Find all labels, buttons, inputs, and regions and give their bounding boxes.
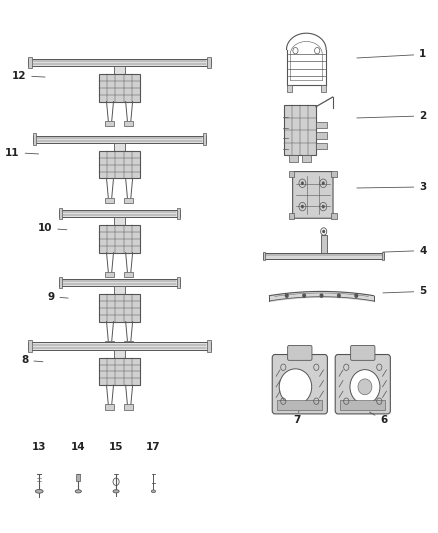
Text: 7: 7 (293, 411, 300, 425)
Text: 2: 2 (357, 111, 427, 121)
Circle shape (338, 294, 340, 297)
Bar (105, 198, 114, 203)
Text: 15: 15 (109, 442, 124, 452)
Text: 13: 13 (32, 442, 46, 452)
Text: 4: 4 (383, 246, 427, 256)
Bar (207, 340, 211, 352)
Circle shape (301, 182, 304, 185)
Bar (114, 217, 125, 228)
Text: 10: 10 (38, 223, 67, 233)
Text: 1: 1 (357, 50, 427, 59)
Bar (289, 213, 294, 219)
Bar (114, 66, 125, 77)
Ellipse shape (151, 490, 155, 492)
Bar (59, 210, 180, 217)
Bar (114, 286, 125, 297)
Bar (124, 405, 134, 410)
Bar (99, 225, 140, 253)
Bar (289, 171, 294, 177)
Bar (124, 341, 134, 346)
Circle shape (322, 182, 325, 185)
Text: 17: 17 (146, 442, 161, 452)
Text: 3: 3 (357, 182, 427, 192)
Circle shape (355, 294, 357, 297)
Circle shape (320, 294, 323, 297)
Text: 12: 12 (12, 70, 45, 80)
Bar (207, 56, 211, 68)
Bar (316, 143, 327, 149)
FancyBboxPatch shape (335, 354, 390, 414)
Bar (263, 253, 385, 259)
Bar (59, 208, 62, 219)
Ellipse shape (358, 379, 372, 395)
Bar (33, 135, 206, 143)
Bar (99, 151, 140, 179)
Bar (105, 341, 114, 346)
Bar (316, 122, 327, 128)
Bar (283, 105, 316, 156)
Circle shape (322, 205, 325, 208)
Bar (177, 277, 180, 288)
Bar (114, 143, 125, 154)
Circle shape (323, 230, 325, 232)
Bar (124, 120, 134, 126)
Ellipse shape (350, 369, 380, 404)
Text: 9: 9 (47, 292, 68, 302)
FancyBboxPatch shape (272, 354, 327, 414)
Text: 14: 14 (71, 442, 85, 452)
Bar (105, 272, 114, 277)
Bar (105, 120, 114, 126)
Text: 6: 6 (370, 412, 387, 425)
Circle shape (286, 294, 288, 297)
Bar (105, 405, 114, 410)
Bar (28, 59, 211, 66)
Bar (340, 400, 385, 410)
Bar (289, 156, 298, 162)
FancyBboxPatch shape (288, 345, 312, 360)
Bar (321, 85, 326, 93)
Bar (59, 279, 180, 286)
Circle shape (303, 294, 305, 297)
FancyBboxPatch shape (351, 345, 375, 360)
Bar (177, 208, 180, 219)
Bar (33, 133, 36, 145)
Text: 11: 11 (5, 148, 39, 158)
Bar (114, 350, 125, 361)
Bar (99, 74, 140, 102)
Bar (286, 85, 292, 93)
Bar (59, 277, 62, 288)
Text: 5: 5 (383, 286, 427, 296)
Bar (203, 133, 206, 145)
Bar (99, 294, 140, 321)
Bar (321, 235, 327, 253)
Bar (28, 342, 211, 350)
Ellipse shape (279, 369, 312, 405)
Bar (263, 252, 265, 260)
Bar (302, 156, 311, 162)
Bar (99, 358, 140, 385)
Bar (277, 400, 322, 410)
Bar (124, 198, 134, 203)
Bar (28, 56, 32, 68)
Ellipse shape (113, 490, 119, 493)
Text: 8: 8 (21, 356, 43, 365)
Bar (382, 252, 385, 260)
Bar (28, 340, 32, 352)
Bar (124, 272, 134, 277)
Ellipse shape (75, 490, 81, 493)
Bar (316, 132, 327, 139)
Bar (76, 474, 81, 481)
Bar (331, 171, 336, 177)
FancyBboxPatch shape (293, 172, 333, 218)
Bar (331, 213, 336, 219)
Circle shape (301, 205, 304, 208)
Ellipse shape (35, 489, 43, 493)
